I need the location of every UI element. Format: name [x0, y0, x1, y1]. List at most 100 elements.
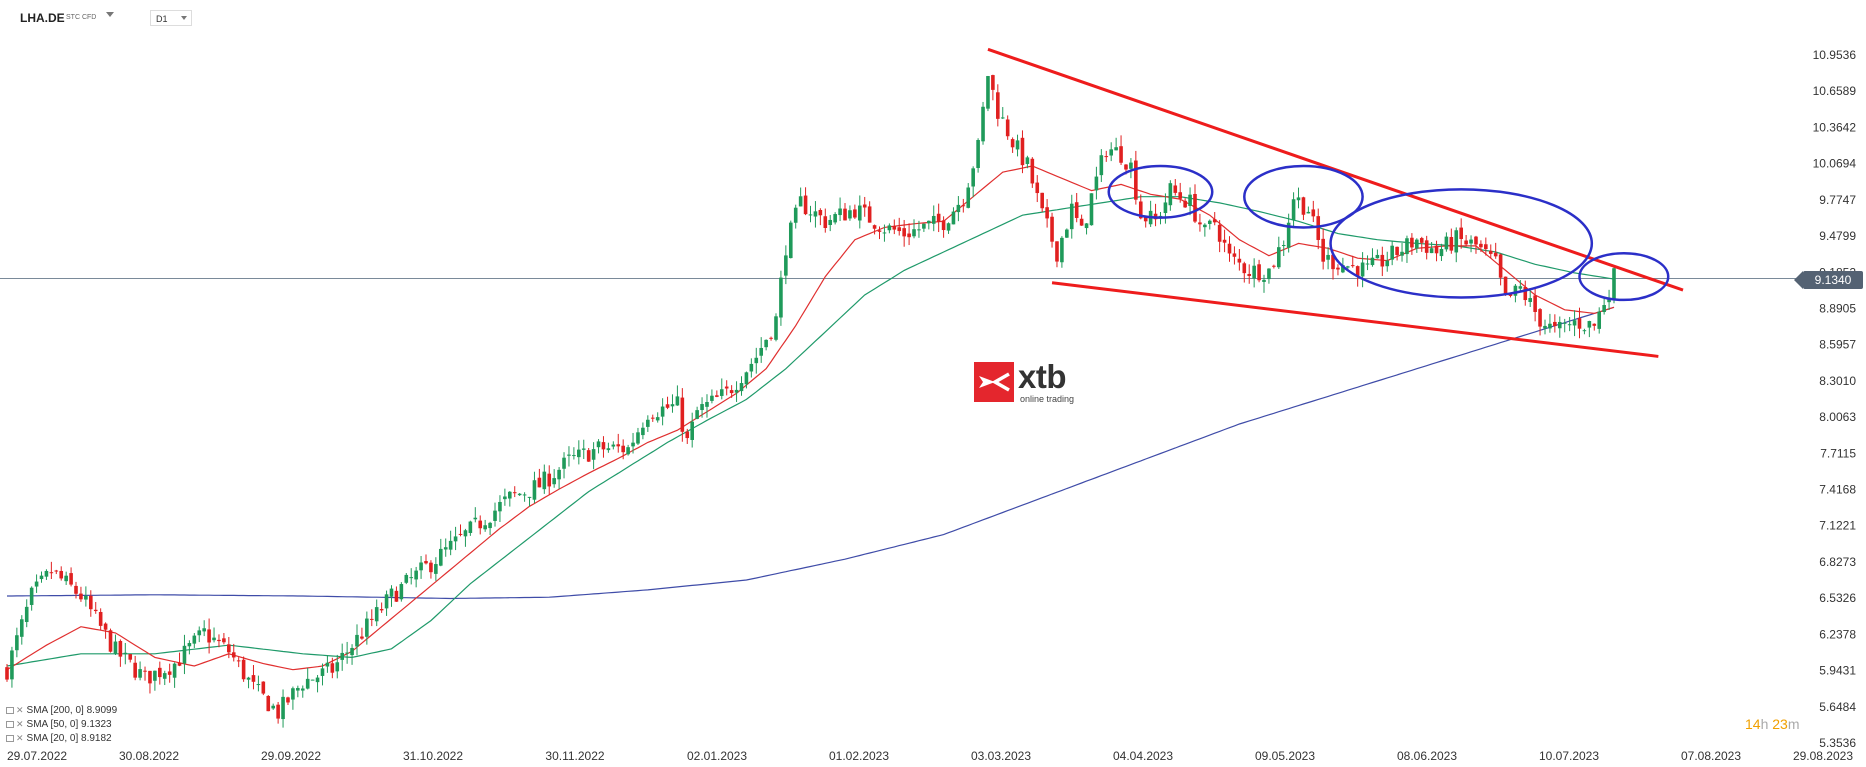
candle-body — [1257, 264, 1261, 281]
candle-body — [552, 478, 556, 485]
candle-body — [813, 211, 818, 217]
candle-body — [1439, 248, 1444, 257]
candle-body — [231, 652, 236, 658]
candle-body — [1143, 217, 1148, 222]
x-tick-label: 04.04.2023 — [1113, 749, 1173, 763]
candle-body — [759, 347, 764, 356]
candle-body — [138, 669, 142, 678]
candle-body — [527, 496, 532, 498]
candle-body — [389, 588, 394, 597]
candle-body — [1572, 320, 1577, 326]
candle-body — [1163, 202, 1168, 214]
legend-item-sma-20[interactable]: ✕ SMA [20, 0] 8.9182 — [6, 731, 117, 745]
sma-200-layer — [7, 306, 1615, 600]
candle-body — [591, 449, 596, 460]
candle-body — [641, 427, 645, 436]
candle-body — [1129, 162, 1133, 169]
candle-body — [44, 570, 49, 577]
symbol-dropdown-chevron-icon[interactable] — [106, 12, 114, 17]
candle-body — [251, 675, 256, 682]
candle-body — [379, 609, 384, 611]
y-tick-label: 6.8273 — [1819, 555, 1856, 569]
y-tick-label: 5.6484 — [1819, 700, 1856, 714]
y-tick-label: 5.9431 — [1819, 664, 1856, 678]
candle-body — [1040, 192, 1044, 209]
time-axis: 29.07.2022 30.08.2022 29.09.2022 31.10.2022… — [7, 749, 1853, 763]
legend-remove-icon[interactable]: ✕ — [16, 733, 24, 743]
x-tick-label: 29.07.2022 — [7, 749, 67, 763]
candle-body — [572, 455, 576, 457]
candle-body — [222, 638, 226, 643]
legend-item-sma-50[interactable]: ✕ SMA [50, 0] 9.1323 — [6, 717, 117, 731]
candle-body — [1395, 246, 1399, 255]
candle-body — [1474, 236, 1478, 245]
candle-body — [404, 574, 409, 583]
candle-body — [1276, 247, 1281, 268]
candle-body — [1385, 260, 1390, 267]
candle-body — [128, 654, 133, 660]
candle-body — [108, 630, 113, 652]
countdown-hours-unit: h — [1760, 716, 1769, 732]
candle-body — [158, 667, 162, 678]
candle-body — [227, 644, 231, 653]
candle-body — [547, 473, 552, 487]
candle-body — [89, 595, 93, 610]
candle-body — [345, 652, 349, 654]
legend-item-sma-200[interactable]: ✕ SMA [200, 0] 8.9099 — [6, 703, 117, 717]
candle-body — [922, 223, 926, 229]
candle-body — [675, 396, 680, 406]
candle-body — [1390, 245, 1394, 260]
candle-body — [1410, 237, 1414, 248]
candle-body — [1217, 224, 1222, 242]
candle-body — [468, 521, 473, 533]
candle-body — [1424, 240, 1429, 253]
candle-body — [1350, 265, 1355, 267]
candle-body — [29, 587, 34, 605]
candle-body — [207, 629, 211, 643]
candle-body — [1005, 119, 1010, 137]
legend-settings-icon[interactable] — [6, 734, 14, 742]
candle-body — [291, 688, 295, 700]
candle-body — [493, 510, 497, 521]
y-tick-label: 7.1221 — [1819, 519, 1856, 533]
candle-body — [823, 216, 828, 228]
candle-body — [517, 493, 522, 496]
candle-body — [483, 525, 487, 530]
candle-body — [148, 670, 152, 684]
legend-settings-icon[interactable] — [6, 706, 14, 714]
legend-label: SMA [50, 0] 9.1323 — [26, 719, 112, 730]
candle-body — [1538, 309, 1542, 327]
legend-remove-icon[interactable]: ✕ — [16, 705, 24, 715]
x-tick-label: 07.08.2023 — [1681, 749, 1741, 763]
candle-body — [941, 220, 946, 231]
candle-body — [113, 641, 118, 654]
candles-layer — [5, 74, 1616, 728]
candle-body — [808, 214, 813, 216]
candle-body — [1528, 298, 1532, 302]
legend-remove-icon[interactable]: ✕ — [16, 719, 24, 729]
x-tick-label: 09.05.2023 — [1255, 749, 1315, 763]
sma-50-line — [6, 196, 1615, 667]
candle-body — [695, 410, 699, 419]
timeframe-select[interactable]: D1 — [150, 10, 192, 26]
symbol-label[interactable]: LHA.DE — [20, 11, 65, 25]
candle-body — [532, 480, 537, 500]
candle-body — [1375, 254, 1380, 259]
y-tick-label: 8.8905 — [1819, 301, 1856, 315]
legend-settings-icon[interactable] — [6, 720, 14, 728]
candle-body — [936, 213, 941, 222]
y-tick-label: 6.2378 — [1819, 627, 1856, 641]
candle-body — [1326, 254, 1330, 260]
candle-body — [448, 540, 453, 550]
candle-body — [1084, 223, 1089, 229]
candle-body — [872, 225, 877, 229]
candle-body — [286, 697, 290, 703]
candle-body — [1592, 323, 1597, 326]
candle-body — [793, 207, 798, 223]
legend-label: SMA [20, 0] 8.9182 — [26, 733, 112, 744]
candle-body — [443, 547, 448, 550]
candle-body — [1267, 268, 1271, 280]
candle-body — [927, 220, 931, 224]
candle-body — [488, 522, 492, 529]
